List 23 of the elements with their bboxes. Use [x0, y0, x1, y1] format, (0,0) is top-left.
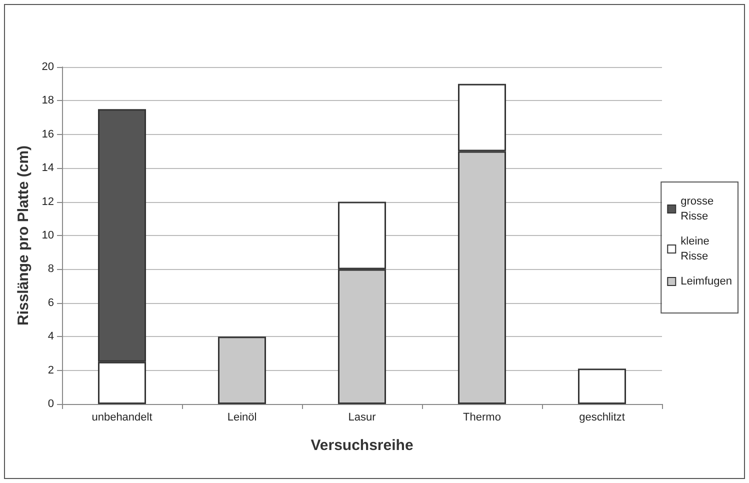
x-axis-title: Versuchsreihe [310, 437, 414, 454]
x-tick-label: geschlitzt [579, 412, 625, 424]
y-tick-label: 2 [48, 364, 54, 376]
y-tick-label: 4 [48, 330, 54, 343]
y-tick-label: 8 [48, 263, 54, 276]
y-tick-label: 0 [48, 398, 54, 410]
y-tick-label: 12 [42, 196, 54, 208]
x-tick-label: Thermo [463, 412, 501, 424]
y-axis-title: Risslänge pro Platte (cm) [14, 145, 32, 326]
x-tick-label: unbehandelt [92, 412, 152, 424]
legend-label: grosse Risse [680, 196, 714, 222]
y-tick-label: 20 [42, 61, 54, 73]
y-tick-label: 6 [48, 296, 54, 309]
y-tick-label: 14 [42, 162, 54, 174]
bar [218, 336, 266, 404]
y-tick-label: 18 [42, 94, 54, 107]
legend-label: kleine Risse [680, 236, 710, 262]
bar [578, 368, 626, 404]
legend-label: Leimfugen [680, 276, 732, 288]
x-tick-label: Lasur [348, 412, 376, 424]
y-tick-label: 10 [42, 230, 54, 242]
y-tick-label: 16 [42, 128, 54, 140]
x-tick-label: Leinöl [227, 412, 257, 424]
